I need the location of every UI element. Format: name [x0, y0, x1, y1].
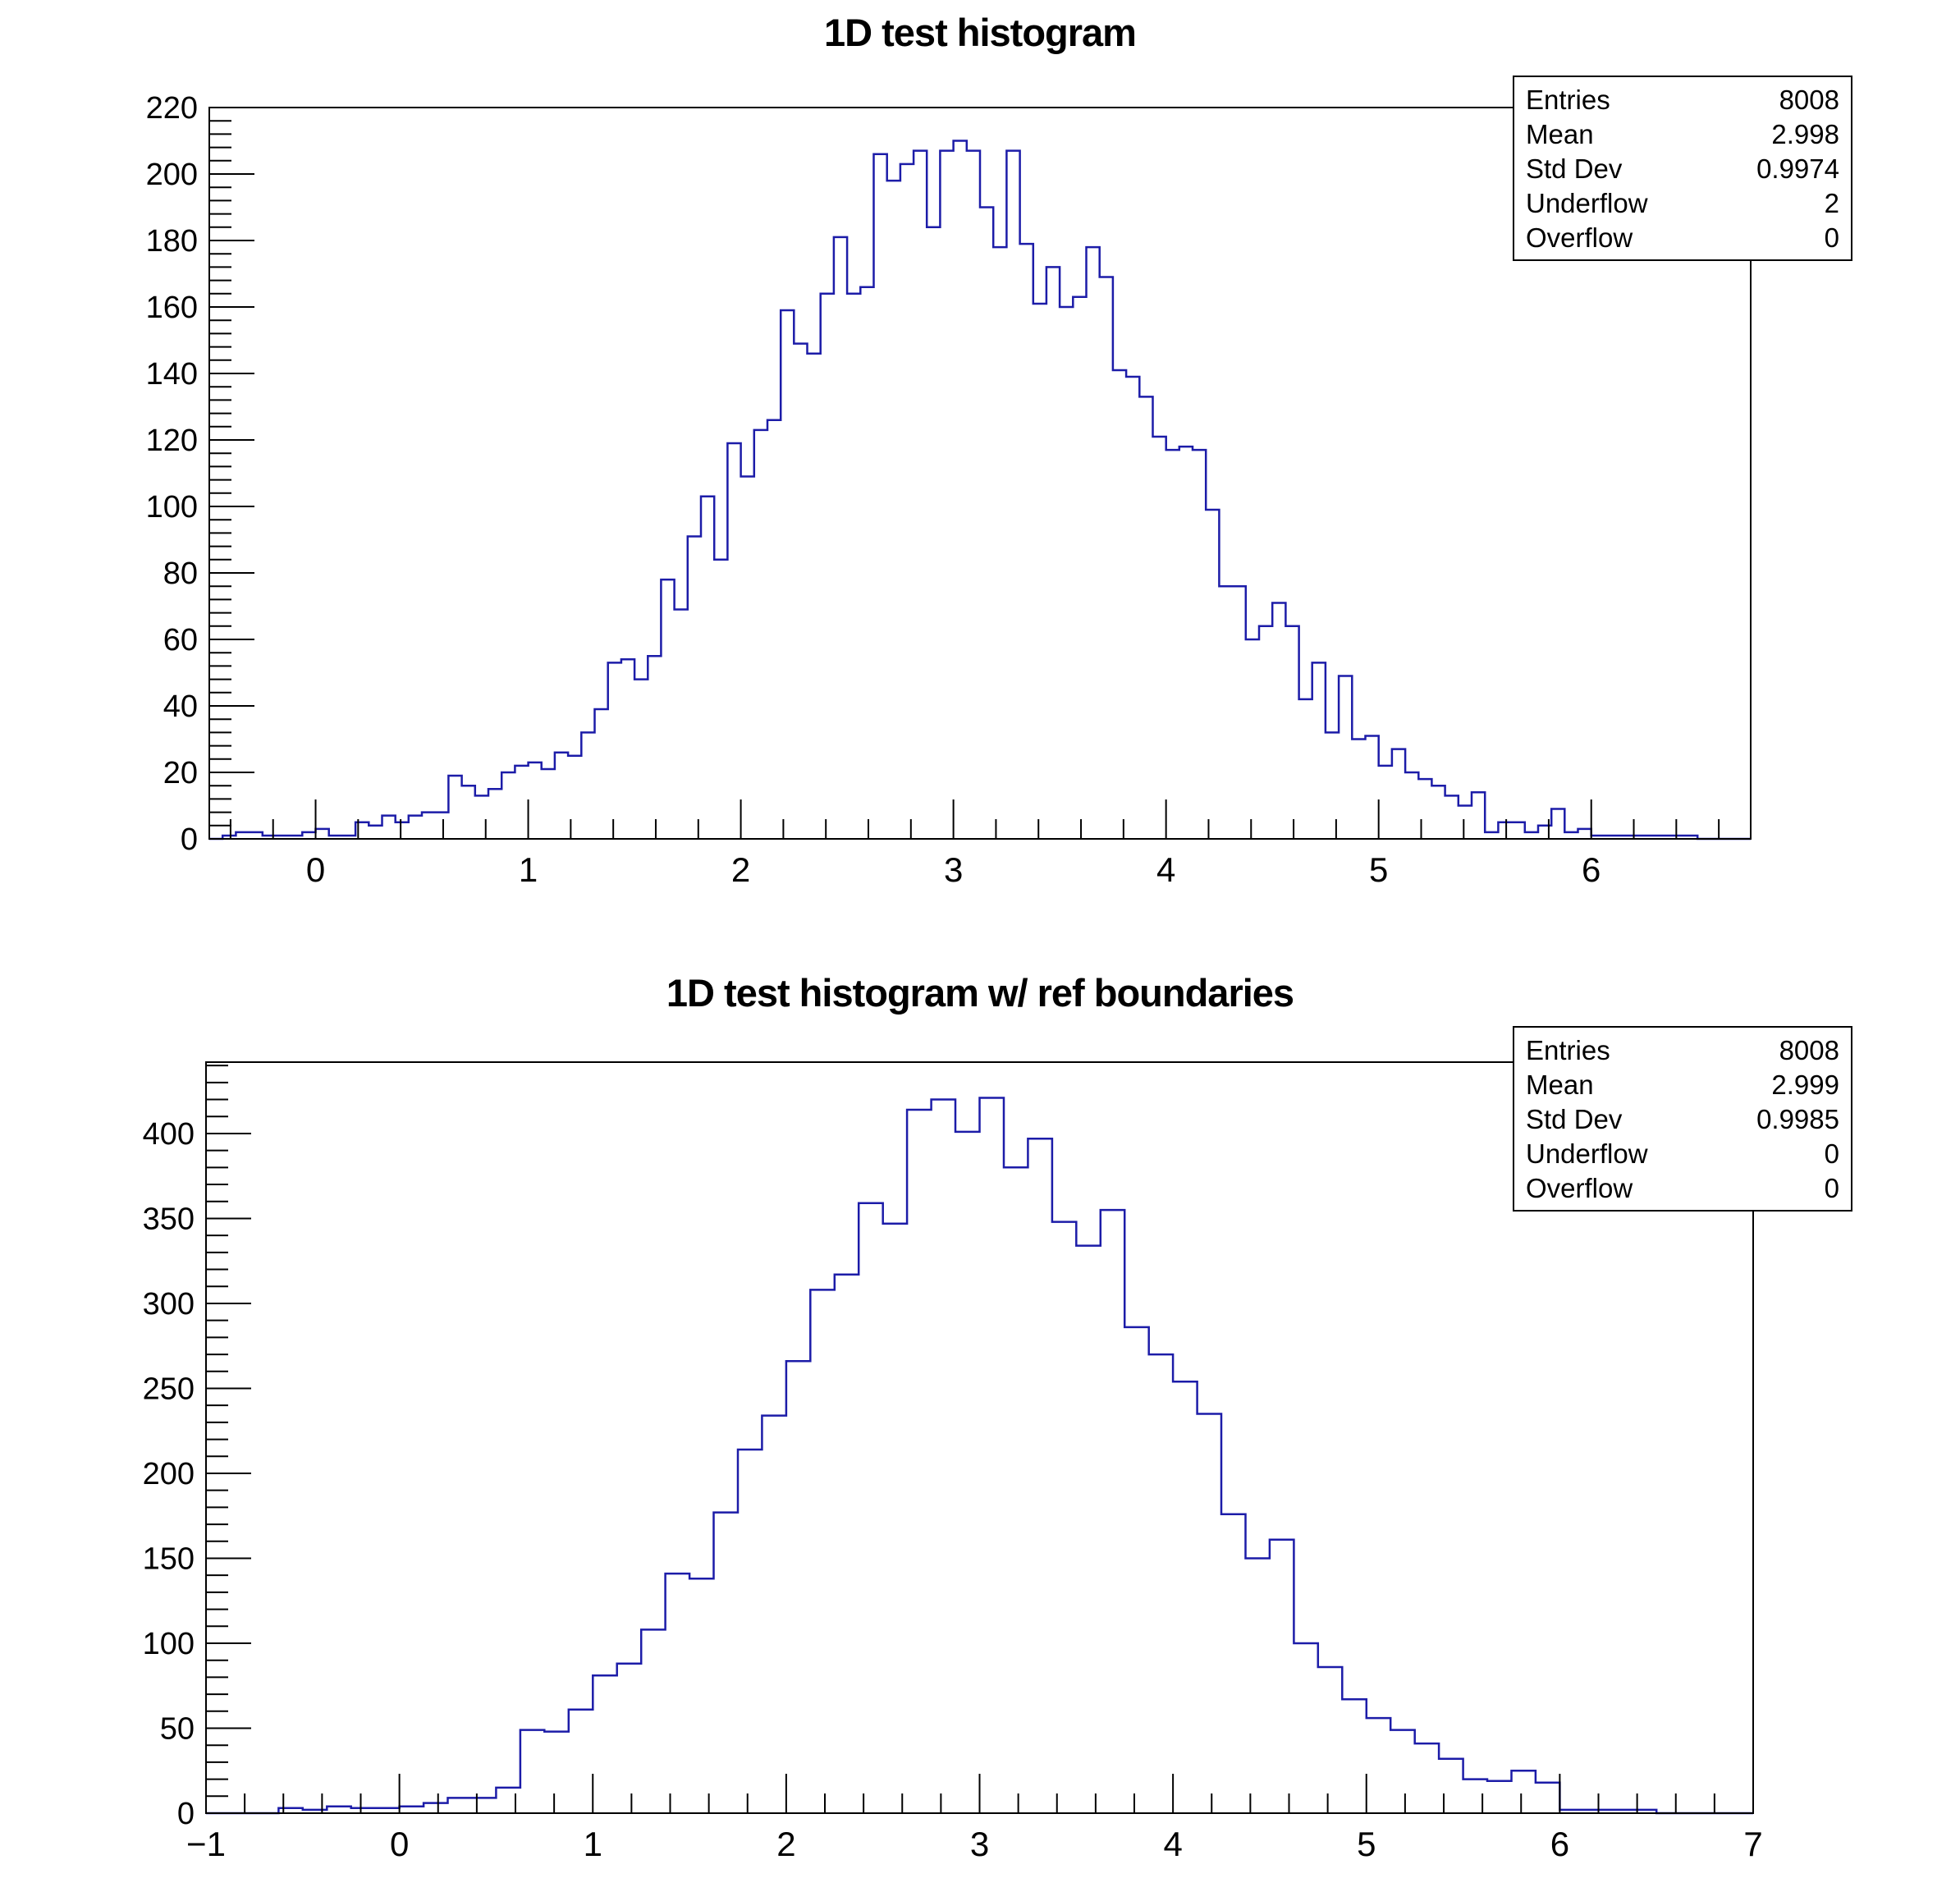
y-axis-tick-label: 160 — [146, 291, 198, 325]
stat-value: 2 — [1824, 187, 1839, 218]
stats-row: Mean 2.998 — [1526, 121, 1839, 148]
stats-row: Overflow 0 — [1526, 1175, 1839, 1202]
y-axis-tick-label: 80 — [163, 557, 198, 591]
y-axis-tick-label: 300 — [143, 1287, 195, 1322]
stat-label: Entries — [1526, 84, 1610, 115]
stats-row: Entries 8008 — [1526, 1037, 1839, 1064]
y-axis-tick-label: 180 — [146, 224, 198, 259]
stat-value: 0 — [1824, 1172, 1839, 1203]
stats-box-top: Entries 8008 Mean 2.998 Std Dev 0.9974 U… — [1513, 76, 1852, 261]
stat-label: Overflow — [1526, 222, 1633, 253]
y-axis-tick-label: 220 — [146, 91, 198, 126]
x-axis-tick-label: 1 — [584, 1825, 602, 1863]
y-axis-tick-label: 60 — [163, 623, 198, 657]
stat-value: 0 — [1824, 1138, 1839, 1169]
stat-label: Underflow — [1526, 187, 1648, 218]
x-axis-tick-label: 0 — [390, 1825, 409, 1863]
y-axis-tick-label: 40 — [163, 689, 198, 724]
stats-box-bottom: Entries 8008 Mean 2.999 Std Dev 0.9985 U… — [1513, 1026, 1852, 1212]
y-axis-tick-label: 140 — [146, 357, 198, 392]
stat-label: Underflow — [1526, 1138, 1648, 1169]
y-axis-tick-label: 250 — [143, 1372, 195, 1406]
y-axis-tick-label: 100 — [143, 1627, 195, 1661]
stat-value: 0 — [1824, 222, 1839, 253]
y-axis-tick-label: 150 — [143, 1541, 195, 1576]
x-axis-tick-label: 6 — [1550, 1825, 1569, 1863]
x-axis-tick-label: 6 — [1582, 850, 1601, 889]
x-axis-tick-label: 4 — [1156, 850, 1175, 889]
y-axis-tick-label: 200 — [143, 1457, 195, 1491]
x-axis-tick-label: 5 — [1357, 1825, 1376, 1863]
x-axis-tick-label: 3 — [944, 850, 963, 889]
y-axis-tick-label: 350 — [143, 1202, 195, 1236]
stats-row: Overflow 0 — [1526, 224, 1839, 251]
plot-frame — [208, 107, 1752, 840]
stats-row: Underflow 2 — [1526, 190, 1839, 217]
y-axis-tick-label: 20 — [163, 756, 198, 790]
histogram-series — [206, 1097, 1753, 1815]
stat-value: 2.998 — [1771, 118, 1839, 149]
y-axis-tick-label: 0 — [177, 1797, 195, 1831]
histogram-series — [209, 140, 1751, 841]
x-axis-tick-label: 0 — [306, 850, 325, 889]
x-axis-tick-label: 4 — [1163, 1825, 1182, 1863]
x-axis-tick-label: 2 — [731, 850, 750, 889]
stat-label: Std Dev — [1526, 153, 1623, 184]
stats-row: Entries 8008 — [1526, 86, 1839, 113]
stats-row: Std Dev 0.9974 — [1526, 155, 1839, 182]
y-axis-tick-label: 200 — [146, 158, 198, 192]
y-axis-tick-label: 120 — [146, 424, 198, 458]
y-axis-tick-label: 0 — [181, 822, 198, 857]
y-axis-tick-label: 400 — [143, 1117, 195, 1152]
x-axis-tick-label: 3 — [970, 1825, 989, 1863]
stat-label: Entries — [1526, 1034, 1610, 1065]
x-axis-tick-label: −1 — [186, 1825, 226, 1863]
stat-label: Mean — [1526, 118, 1594, 149]
stat-label: Std Dev — [1526, 1103, 1623, 1134]
stat-value: 2.999 — [1771, 1069, 1839, 1100]
plot-title-bottom: 1D test histogram w/ ref boundaries — [666, 971, 1294, 1015]
plot-title-top: 1D test histogram — [824, 11, 1137, 54]
y-axis-tick-label: 100 — [146, 490, 198, 524]
stat-value: 8008 — [1779, 1034, 1839, 1065]
stat-value: 8008 — [1779, 84, 1839, 115]
x-axis-tick-label: 7 — [1743, 1825, 1762, 1863]
x-axis-tick-label: 2 — [776, 1825, 795, 1863]
stat-label: Mean — [1526, 1069, 1594, 1100]
stats-row: Std Dev 0.9985 — [1526, 1106, 1839, 1133]
x-axis-tick-label: 5 — [1369, 850, 1388, 889]
stats-row: Mean 2.999 — [1526, 1071, 1839, 1098]
stat-value: 0.9985 — [1756, 1103, 1839, 1134]
x-axis-tick-label: 1 — [519, 850, 538, 889]
stat-value: 0.9974 — [1756, 153, 1839, 184]
y-axis-tick-label: 50 — [160, 1711, 195, 1746]
stats-row: Underflow 0 — [1526, 1140, 1839, 1167]
stat-label: Overflow — [1526, 1172, 1633, 1203]
